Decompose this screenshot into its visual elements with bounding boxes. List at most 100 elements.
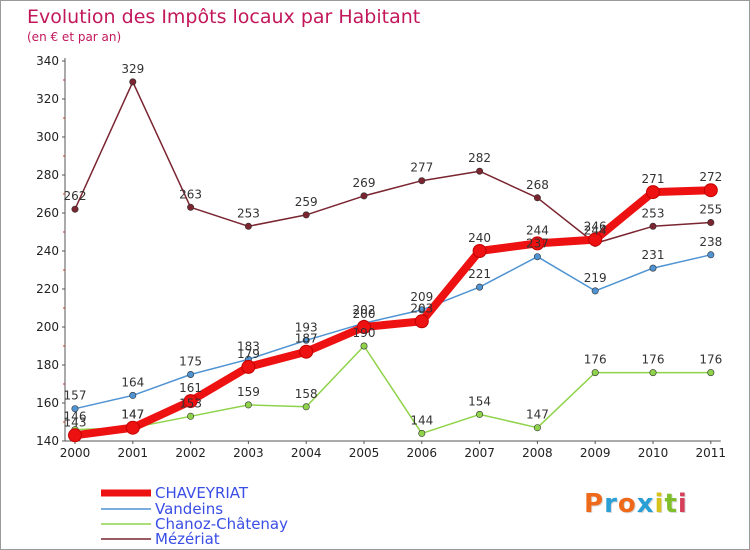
data-label: 329 <box>121 62 144 76</box>
data-point <box>646 185 660 200</box>
legend-label: CHAVEYRIAT <box>155 484 249 502</box>
data-point <box>591 287 599 295</box>
series-line-3 <box>74 81 711 245</box>
data-label: 190 <box>353 326 376 340</box>
y-tick-label: 220 <box>36 282 59 296</box>
data-label: 153 <box>179 396 202 410</box>
data-label: 246 <box>584 220 607 234</box>
x-tick-label: 2008 <box>522 446 553 460</box>
data-point <box>476 410 484 418</box>
data-point <box>418 177 426 185</box>
data-point <box>71 405 79 413</box>
data-point <box>414 314 429 329</box>
proxiti-logo: Proxiti <box>584 489 688 519</box>
data-label: 203 <box>410 301 433 315</box>
data-point <box>360 192 368 200</box>
data-point <box>302 211 310 219</box>
data-point <box>476 167 484 175</box>
data-label: 255 <box>699 203 722 217</box>
data-label: 159 <box>237 385 260 399</box>
data-label: 164 <box>121 375 144 389</box>
data-label: 271 <box>642 172 665 186</box>
data-label: 147 <box>121 408 144 422</box>
data-point <box>129 78 137 86</box>
data-label: 244 <box>526 223 549 237</box>
data-point <box>302 336 310 344</box>
data-label: 176 <box>642 353 665 367</box>
data-label: 263 <box>179 187 202 201</box>
data-point <box>187 370 195 378</box>
data-point <box>357 320 371 334</box>
data-label: 144 <box>410 413 433 427</box>
data-label: 253 <box>642 206 665 220</box>
data-label: 268 <box>526 178 549 192</box>
y-tick-label: 320 <box>36 92 59 106</box>
data-label: 147 <box>121 408 144 422</box>
data-point <box>360 342 368 350</box>
data-label: 282 <box>468 151 491 165</box>
data-label: 161 <box>179 381 202 395</box>
data-point <box>703 183 718 198</box>
data-label: 231 <box>642 248 665 262</box>
data-label: 176 <box>699 353 722 367</box>
logo-letter: i <box>654 489 665 519</box>
data-point <box>244 222 252 230</box>
data-point <box>533 194 541 202</box>
logo-letter: o <box>617 489 637 519</box>
data-point <box>299 344 314 359</box>
legend-label: Vandeins <box>155 500 223 518</box>
data-point <box>244 401 252 409</box>
data-point <box>418 429 426 437</box>
data-point <box>129 391 137 399</box>
data-point <box>533 253 541 261</box>
x-tick-label: 2006 <box>407 446 438 460</box>
data-label: 253 <box>237 206 260 220</box>
data-point <box>649 222 657 230</box>
y-tick-label: 200 <box>36 320 59 334</box>
y-tick-label: 260 <box>36 206 59 220</box>
y-tick-label: 280 <box>36 168 59 182</box>
data-label: 240 <box>468 231 491 245</box>
data-label: 176 <box>584 353 607 367</box>
data-label: 147 <box>526 408 549 422</box>
x-tick-label: 2000 <box>60 446 91 460</box>
x-tick-label: 2011 <box>696 446 727 460</box>
data-point <box>476 283 484 291</box>
x-tick-label: 2004 <box>291 446 322 460</box>
chart-title: Evolution des Impôts locaux par Habitant <box>27 6 421 28</box>
x-tick-label: 2007 <box>464 446 495 460</box>
logo-letter: r <box>604 489 618 519</box>
y-tick-label: 140 <box>36 434 59 448</box>
x-tick-label: 2001 <box>118 446 149 460</box>
data-label: 158 <box>295 387 318 401</box>
data-point <box>707 219 715 227</box>
data-label: 244 <box>584 223 607 237</box>
data-label: 269 <box>353 176 376 190</box>
data-point <box>588 232 603 247</box>
data-label: 187 <box>295 332 318 346</box>
data-point <box>68 428 82 443</box>
data-label: 143 <box>64 415 87 429</box>
logo-letter: x <box>636 489 655 519</box>
data-point <box>649 369 657 377</box>
data-label: 238 <box>699 235 722 249</box>
series-line-1 <box>74 254 711 410</box>
data-point <box>125 420 140 435</box>
y-tick-label: 240 <box>36 244 59 258</box>
series-line-0 <box>74 186 711 440</box>
data-label: 237 <box>526 237 549 251</box>
logo-letter: i <box>677 489 688 519</box>
data-point <box>707 369 715 377</box>
data-label: 262 <box>64 189 87 203</box>
chart-subtitle: (en € et par an) <box>27 30 122 44</box>
data-label: 259 <box>295 195 318 209</box>
data-label: 179 <box>237 347 260 361</box>
x-tick-label: 2005 <box>349 446 380 460</box>
logo-letter: P <box>584 489 605 519</box>
x-tick-label: 2003 <box>233 446 264 460</box>
data-point <box>472 244 487 258</box>
y-tick-label: 180 <box>36 358 59 372</box>
data-point <box>649 264 657 272</box>
